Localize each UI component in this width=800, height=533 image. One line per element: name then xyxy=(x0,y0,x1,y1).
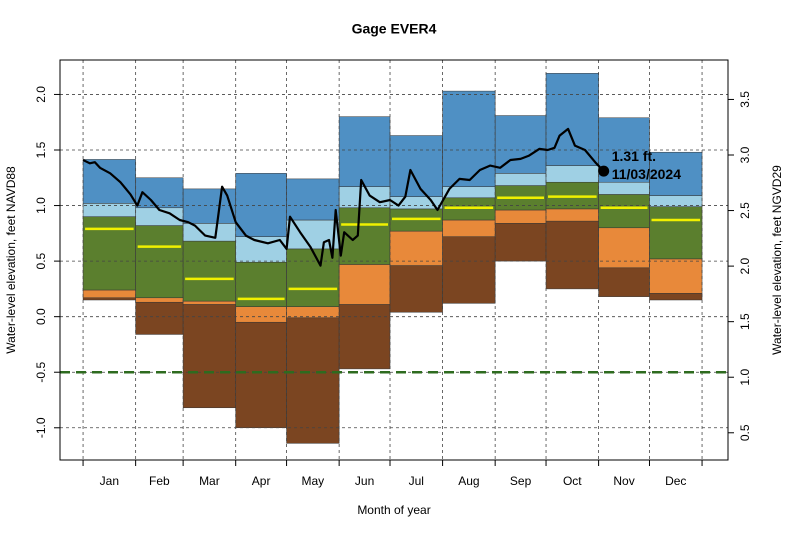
y2-tick-label: 2.0 xyxy=(738,257,752,274)
band xyxy=(235,306,287,323)
band xyxy=(442,219,496,237)
band xyxy=(649,258,703,294)
band xyxy=(286,178,340,221)
band xyxy=(286,306,340,319)
band xyxy=(182,223,236,242)
band xyxy=(494,223,547,262)
last-point xyxy=(598,165,610,177)
band xyxy=(389,265,443,313)
y-tick-label: 1.0 xyxy=(34,197,48,214)
band xyxy=(389,230,443,266)
band xyxy=(649,206,703,260)
x-tick-label: Mar xyxy=(199,474,220,488)
band xyxy=(286,317,340,444)
band xyxy=(135,225,184,299)
band xyxy=(545,73,599,166)
band xyxy=(82,159,136,204)
band xyxy=(82,289,136,299)
x-tick-label: Jan xyxy=(100,474,119,488)
x-tick-label: Jun xyxy=(355,474,374,488)
band xyxy=(182,188,236,224)
y-tick-label: 0.0 xyxy=(34,308,48,325)
band xyxy=(494,209,547,224)
y2-axis-label: Water-level elevation, feet NGVD29 xyxy=(770,165,784,355)
y-axis-label: Water-level elevation, feet NAVD88 xyxy=(4,166,18,354)
band xyxy=(494,173,547,186)
band xyxy=(235,321,287,429)
y-tick-label: 1.5 xyxy=(34,141,48,158)
y2-tick-label: 0.5 xyxy=(738,424,752,441)
band xyxy=(649,195,703,207)
annotation: 1.31 ft. xyxy=(612,148,656,164)
x-tick-label: Aug xyxy=(458,474,479,488)
band xyxy=(598,194,650,229)
band xyxy=(338,186,391,209)
band xyxy=(649,151,703,196)
y2-tick-label: 2.5 xyxy=(738,202,752,219)
y-tick-label: 2.0 xyxy=(34,86,48,103)
band xyxy=(338,207,391,265)
band xyxy=(598,267,650,297)
y2-tick-label: 1.5 xyxy=(738,313,752,330)
y-tick-label: -0.5 xyxy=(34,362,48,383)
x-tick-label: Jul xyxy=(409,474,424,488)
band xyxy=(389,135,443,197)
x-tick-label: Feb xyxy=(149,474,170,488)
band xyxy=(598,181,650,195)
band xyxy=(82,297,136,301)
band xyxy=(545,165,599,183)
band xyxy=(442,236,496,304)
y2-tick-label: 1.0 xyxy=(738,369,752,386)
band xyxy=(182,300,236,305)
x-tick-label: Dec xyxy=(665,474,686,488)
band xyxy=(649,293,703,301)
y-tick-label: 0.5 xyxy=(34,252,48,269)
y2-tick-label: 3.0 xyxy=(738,146,752,163)
y2-tick-label: 3.5 xyxy=(738,91,752,108)
band xyxy=(545,220,599,290)
daily-line xyxy=(82,127,605,267)
band xyxy=(182,304,236,409)
band xyxy=(545,208,599,222)
y-tick-label: -1.0 xyxy=(34,417,48,438)
annotation: 11/03/2024 xyxy=(612,166,682,182)
x-tick-label: Oct xyxy=(563,474,582,488)
band xyxy=(494,115,547,174)
chart-title: Gage EVER4 xyxy=(352,21,437,37)
band xyxy=(338,116,391,187)
x-tick-label: Nov xyxy=(613,474,634,488)
x-axis-label: Month of year xyxy=(357,503,430,517)
band xyxy=(338,264,391,305)
x-tick-label: Apr xyxy=(252,474,271,488)
band xyxy=(338,304,391,370)
x-tick-label: May xyxy=(302,474,325,488)
x-tick-label: Sep xyxy=(510,474,532,488)
band xyxy=(442,90,496,187)
plot-frame xyxy=(59,59,729,461)
band xyxy=(135,301,184,335)
band xyxy=(182,240,236,302)
band xyxy=(598,227,650,269)
band xyxy=(135,297,184,303)
band xyxy=(235,173,287,237)
